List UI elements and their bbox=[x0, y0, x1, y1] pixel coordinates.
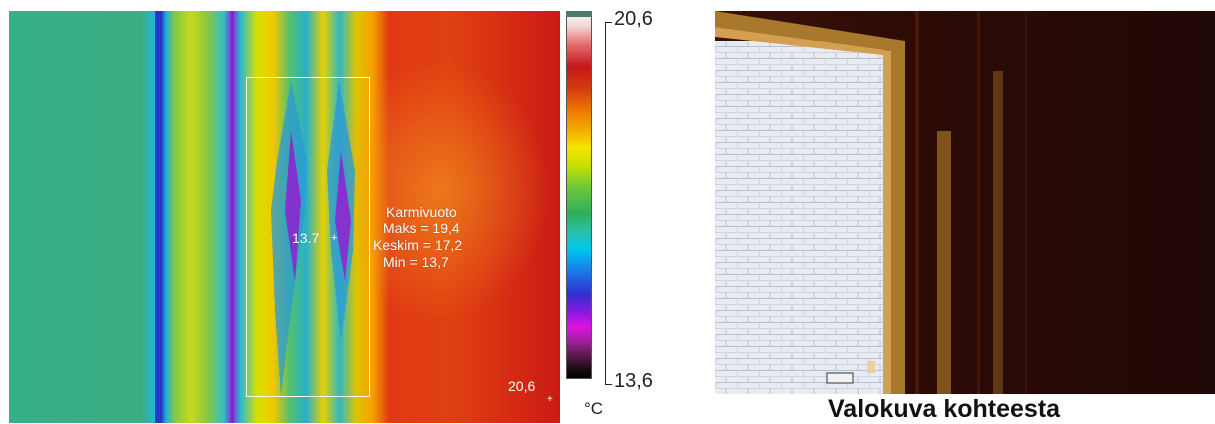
scale-min-label: 13,6 bbox=[614, 370, 653, 392]
scale-max-label: 20,6 bbox=[614, 8, 653, 30]
color-palette-bar bbox=[566, 11, 592, 379]
reference-photo bbox=[715, 11, 1215, 394]
spot-crosshair-icon: + bbox=[331, 232, 338, 244]
scale-axis bbox=[605, 22, 606, 385]
photo-caption: Valokuva kohteesta bbox=[828, 395, 1061, 423]
temperature-unit: °C bbox=[584, 399, 604, 418]
cursor-temperature: 20,6 bbox=[508, 378, 536, 394]
palette-top-segment bbox=[566, 11, 592, 17]
roi-rectangle bbox=[246, 77, 370, 397]
thermal-image: Karmivuoto Maks = 19,4 Keskim = 17,2 Min… bbox=[9, 11, 560, 423]
thermal-heatmap bbox=[9, 11, 560, 423]
spot-temperature: 13.7 bbox=[292, 230, 320, 246]
roi-mean-value: Keskim = 17,2 bbox=[373, 237, 463, 253]
scale-tick-max bbox=[605, 22, 612, 23]
cursor-crosshair-icon: + bbox=[547, 394, 553, 405]
scale-tick-min bbox=[605, 384, 612, 385]
roi-label: Karmivuoto bbox=[386, 204, 457, 220]
photo-window-scene bbox=[715, 11, 1215, 394]
roi-min-value: Min = 13,7 bbox=[383, 254, 449, 270]
roi-max-value: Maks = 19,4 bbox=[383, 220, 460, 236]
